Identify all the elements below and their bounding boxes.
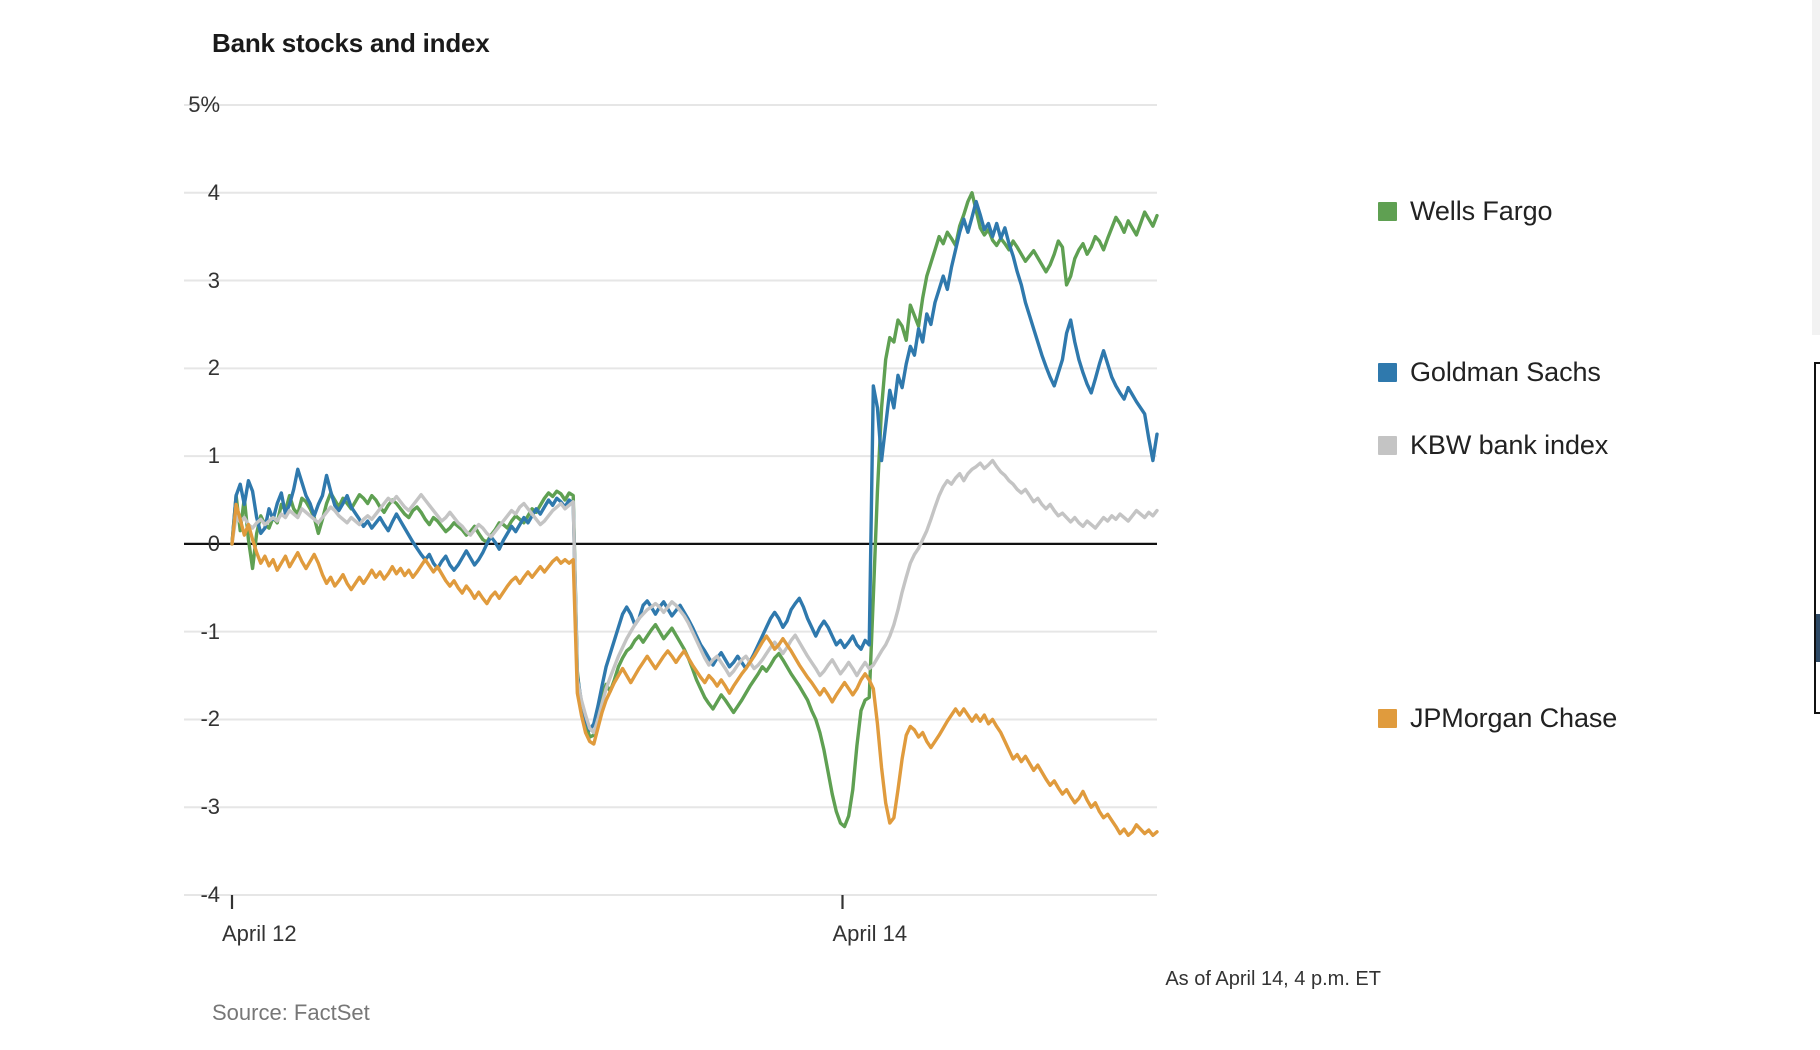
legend-swatch-icon — [1378, 202, 1397, 221]
x-axis-tick-label: April 14 — [832, 921, 908, 946]
legend-label: KBW bank index — [1410, 430, 1609, 460]
y-axis-tick-label: -4 — [200, 882, 220, 907]
source-note: Source: FactSet — [212, 1000, 370, 1025]
legend-label: Wells Fargo — [1410, 196, 1553, 226]
side-panel-accent — [1816, 614, 1820, 662]
side-panel — [1814, 362, 1820, 714]
legend-swatch-icon — [1378, 363, 1397, 382]
x-axis-tick-label: April 12 — [222, 921, 297, 946]
legend-label: Goldman Sachs — [1410, 357, 1601, 387]
y-axis-tick-label: -2 — [200, 706, 220, 732]
y-axis-tick-label: 5% — [188, 92, 220, 117]
series-line-3 — [230, 502, 1159, 838]
y-axis-tick-label: 0 — [207, 530, 220, 556]
as-of-note: As of April 14, 4 p.m. ET — [1165, 968, 1381, 990]
y-axis-tick-label: 3 — [207, 267, 220, 293]
y-axis-tick-label: 4 — [207, 179, 220, 205]
legend-label: JPMorgan Chase — [1410, 703, 1618, 733]
legend-item-0[interactable]: Wells Fargo — [1378, 196, 1553, 227]
series-line-0 — [230, 191, 1159, 829]
series-line-2 — [230, 458, 1159, 735]
legend-item-2[interactable]: KBW bank index — [1378, 430, 1608, 461]
y-axis-tick-label: -1 — [200, 618, 220, 644]
legend-swatch-icon — [1378, 709, 1397, 728]
page-title: Bank stocks and index — [212, 28, 490, 58]
y-axis-tick-label: -3 — [200, 794, 220, 820]
legend-item-1[interactable]: Goldman Sachs — [1378, 357, 1601, 388]
y-axis-tick-label: 1 — [207, 443, 220, 469]
legend-swatch-icon — [1378, 436, 1397, 455]
series-line-1 — [230, 199, 1159, 732]
legend-item-3[interactable]: JPMorgan Chase — [1378, 703, 1617, 734]
y-axis-tick-label: 2 — [207, 355, 220, 381]
side-panel-strip — [1812, 0, 1820, 335]
